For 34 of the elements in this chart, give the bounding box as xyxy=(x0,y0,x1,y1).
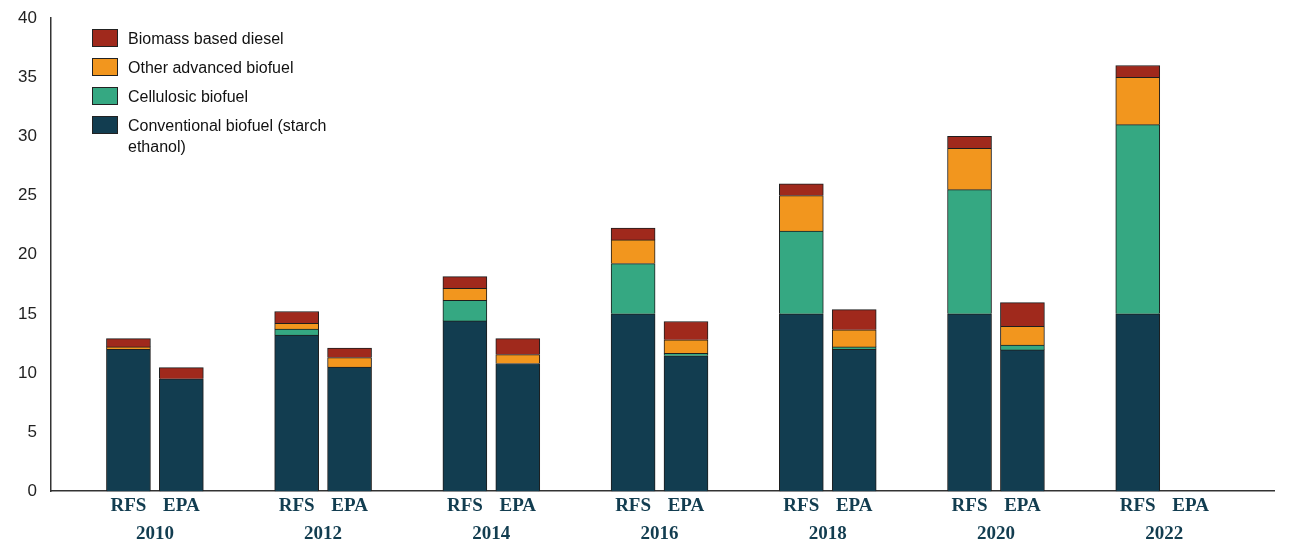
y-tick-label: 5 xyxy=(27,421,37,441)
legend-label: Conventional biofuel (starch ethanol) xyxy=(128,116,328,157)
x-tick-label: RFS xyxy=(783,493,820,515)
x-tick-label: EPA xyxy=(1172,493,1210,515)
x-tick-label: RFS xyxy=(951,493,988,515)
y-tick-label: 15 xyxy=(17,303,37,323)
y-tick-label: 30 xyxy=(17,126,37,146)
y-tick-label: 35 xyxy=(17,67,37,87)
legend-label: Cellulosic biofuel xyxy=(128,87,250,107)
text: 2014 xyxy=(472,521,511,543)
x-tick-label: EPA xyxy=(499,493,537,515)
legend-label: Biomass based diesel xyxy=(128,29,285,49)
text: 2020 xyxy=(976,521,1015,543)
y-tick-label: 25 xyxy=(17,185,37,205)
text: 2010 xyxy=(135,521,174,543)
x-tick-label: RFS xyxy=(615,493,652,515)
y-tick-label: 40 xyxy=(17,7,37,27)
x-tick-label: EPA xyxy=(163,493,200,515)
x-tick-label: RFS xyxy=(1119,493,1156,515)
x-tick-label: RFS xyxy=(278,493,315,515)
y-tick-label: 10 xyxy=(17,362,37,382)
legend-label: Other advanced biofuel xyxy=(128,58,295,78)
x-tick-label: RFS xyxy=(110,493,147,515)
x-tick-label: EPA xyxy=(835,493,873,515)
text: 2016 xyxy=(640,521,679,543)
text: 2018 xyxy=(808,521,847,543)
x-tick-label: EPA xyxy=(331,493,369,515)
text: 2012 xyxy=(304,521,343,543)
x-tick-label: EPA xyxy=(1004,493,1041,515)
text: 2022 xyxy=(1145,521,1184,543)
y-tick-label: 20 xyxy=(17,244,37,264)
x-tick-label: RFS xyxy=(446,493,483,515)
x-tick-label: EPA xyxy=(667,493,705,515)
y-tick-label: 0 xyxy=(27,480,37,500)
